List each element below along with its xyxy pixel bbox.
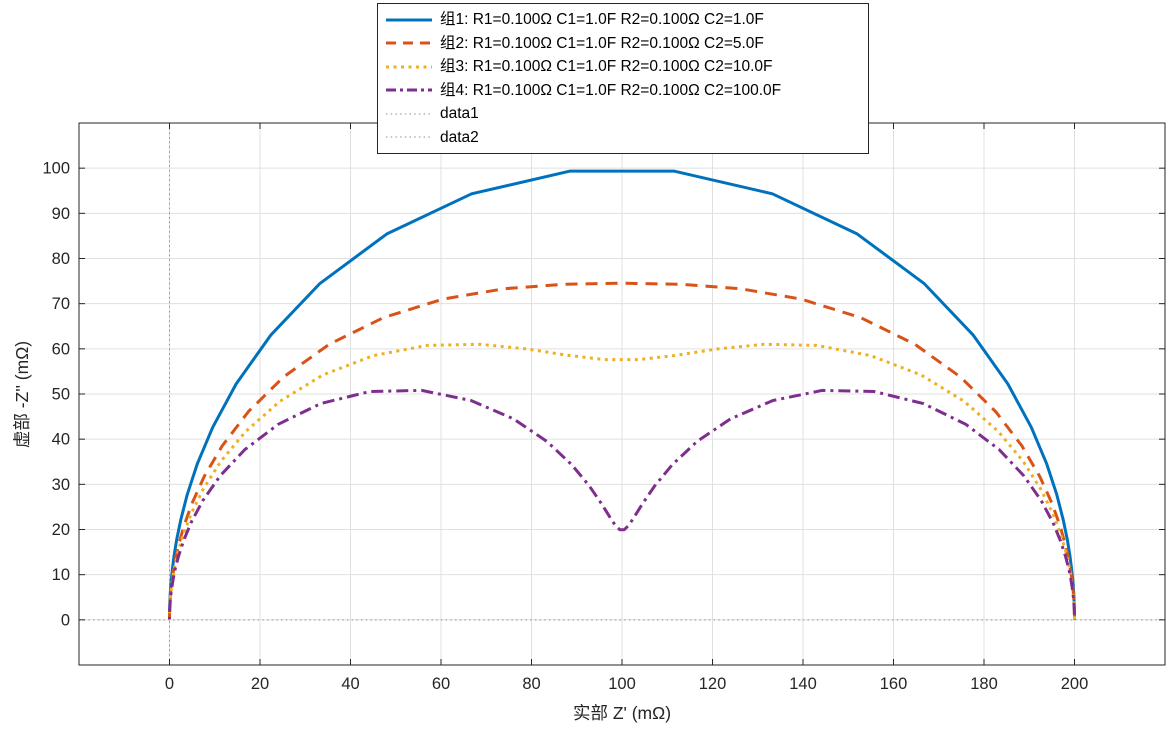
x-tick-label: 0 xyxy=(165,675,174,693)
legend-item-data1: data1 xyxy=(386,102,864,125)
legend-item-series-3: 组3: R1=0.100Ω C1=1.0F R2=0.100Ω C2=10.0F xyxy=(386,55,864,78)
y-axis-label: 虚部 -Z'' (mΩ) xyxy=(12,340,33,448)
y-tick-label: 90 xyxy=(52,205,70,223)
legend-line-sample xyxy=(386,136,432,138)
legend-line-sample xyxy=(386,18,432,22)
legend-label: data2 xyxy=(440,128,479,146)
x-tick-label: 140 xyxy=(789,675,817,693)
legend-line-sample xyxy=(386,113,432,115)
y-tick-label: 60 xyxy=(52,340,70,358)
x-tick-label: 180 xyxy=(970,675,998,693)
y-tick-label: 100 xyxy=(42,160,70,178)
legend-item-series-1: 组1: R1=0.100Ω C1=1.0F R2=0.100Ω C2=1.0F xyxy=(386,8,864,31)
legend-line-sample xyxy=(386,41,432,45)
legend-label: 组2: R1=0.100Ω C1=1.0F R2=0.100Ω C2=5.0F xyxy=(440,34,764,52)
y-tick-label: 70 xyxy=(52,295,70,313)
legend-line-sample xyxy=(386,65,432,69)
legend-label: 组4: R1=0.100Ω C1=1.0F R2=0.100Ω C2=100.0… xyxy=(440,81,782,99)
x-tick-label: 60 xyxy=(432,675,450,693)
legend-line-sample xyxy=(386,88,432,92)
x-tick-label: 80 xyxy=(522,675,540,693)
x-tick-label: 160 xyxy=(880,675,908,693)
y-axis-label-wrap: 虚部 -Z'' (mΩ) xyxy=(6,123,38,665)
y-tick-label: 50 xyxy=(52,386,70,404)
legend-label: 组1: R1=0.100Ω C1=1.0F R2=0.100Ω C2=1.0F xyxy=(440,11,764,28)
y-tick-label: 0 xyxy=(61,611,70,629)
y-tick-label: 10 xyxy=(52,566,70,584)
legend-item-series-2: 组2: R1=0.100Ω C1=1.0F R2=0.100Ω C2=5.0F xyxy=(386,32,864,55)
y-tick-label: 40 xyxy=(52,431,70,449)
x-tick-label: 120 xyxy=(699,675,727,693)
x-tick-label: 100 xyxy=(608,675,636,693)
y-tick-label: 30 xyxy=(52,476,70,494)
legend-item-series-4: 组4: R1=0.100Ω C1=1.0F R2=0.100Ω C2=100.0… xyxy=(386,79,864,102)
series-curve-4 xyxy=(168,388,1076,621)
y-tick-label: 80 xyxy=(52,250,70,268)
legend: 组1: R1=0.100Ω C1=1.0F R2=0.100Ω C2=1.0F 组… xyxy=(377,3,869,154)
x-tick-label: 40 xyxy=(341,675,359,693)
legend-item-data2: data2 xyxy=(386,126,864,149)
legend-label: 组3: R1=0.100Ω C1=1.0F R2=0.100Ω C2=10.0F xyxy=(440,58,773,75)
legend-label: data1 xyxy=(440,105,479,122)
y-tick-label: 20 xyxy=(52,521,70,539)
x-axis-label: 实部 Z' (mΩ) xyxy=(572,703,672,723)
x-tick-label: 20 xyxy=(251,675,269,693)
x-tick-label: 200 xyxy=(1061,675,1089,693)
